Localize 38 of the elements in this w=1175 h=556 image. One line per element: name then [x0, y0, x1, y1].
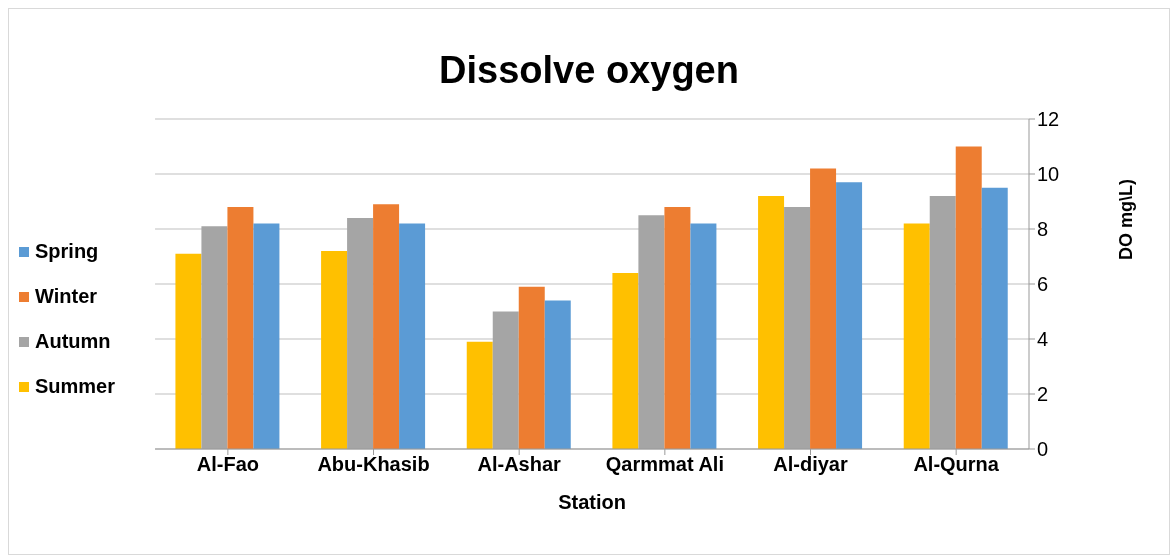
- bar: [544, 300, 571, 449]
- bar: [836, 182, 863, 449]
- bar: [690, 223, 717, 449]
- x-tick-label: Al-Fao: [196, 453, 259, 476]
- x-tick-label: Abu-Khasib: [317, 453, 430, 476]
- x-tick-label: Al-Qurna: [913, 453, 1000, 476]
- bar: [373, 204, 400, 449]
- x-axis-title: Station: [558, 491, 626, 513]
- x-tick-label: Al-diyar: [773, 453, 848, 476]
- x-tick-label: Al-Ashar: [477, 453, 562, 476]
- legend-label: Autumn: [35, 330, 111, 353]
- y-tick-label: 8: [1037, 218, 1049, 241]
- y-tick-label: 6: [1037, 273, 1049, 296]
- y-tick-label: 10: [1037, 163, 1060, 186]
- bar: [227, 207, 254, 449]
- bar: [253, 223, 280, 449]
- y-tick-label: 4: [1037, 328, 1049, 351]
- bar: [955, 146, 982, 449]
- y-tick-label: 2: [1037, 383, 1049, 406]
- y-tick-label: 12: [1037, 108, 1060, 131]
- y-axis-title: DO mg\L): [1115, 179, 1136, 260]
- bar: [321, 251, 348, 449]
- bar: [664, 207, 691, 449]
- x-tick-label: Qarmmat Ali: [605, 453, 724, 476]
- legend-label: Winter: [35, 285, 98, 308]
- bar: [466, 341, 493, 449]
- bar: [981, 187, 1008, 449]
- bar: [399, 223, 426, 449]
- bar: [810, 168, 837, 449]
- bar: [612, 273, 639, 449]
- bar: [758, 196, 785, 449]
- legend-label: Spring: [35, 240, 99, 263]
- chart-title: Dissolve oxygen: [438, 49, 740, 93]
- y-tick-label: 0: [1037, 438, 1049, 461]
- bar: [903, 223, 930, 449]
- legend-label: Summer: [35, 375, 116, 398]
- bar: [518, 286, 545, 449]
- bar: [175, 253, 202, 449]
